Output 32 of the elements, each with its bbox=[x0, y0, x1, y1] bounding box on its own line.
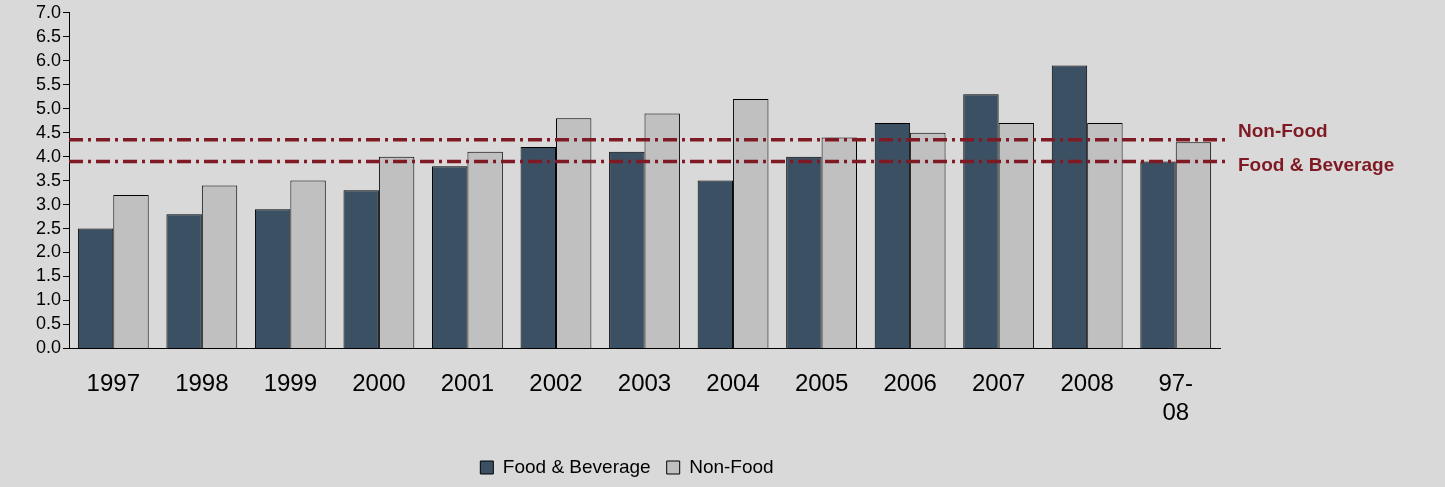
x-tick-label: 1997 bbox=[86, 369, 140, 397]
y-tick-label: 1.5 bbox=[35, 265, 62, 286]
x-tick-label: 2000 bbox=[352, 369, 406, 397]
ref-line-label: Food & Beverage bbox=[1238, 153, 1395, 175]
y-tick-label: 6.0 bbox=[35, 49, 62, 70]
y-tick-label: 4.5 bbox=[35, 121, 62, 142]
y-tick-label: 2.0 bbox=[35, 241, 62, 262]
y-tick-label: 3.5 bbox=[35, 169, 62, 190]
y-tick-label: 3.0 bbox=[35, 193, 62, 214]
x-tick-label: 2005 bbox=[794, 369, 849, 397]
y-tick-label: 6.5 bbox=[35, 25, 62, 46]
x-tick-label: 1999 bbox=[263, 369, 318, 397]
legend-label: Non-Food bbox=[689, 455, 774, 477]
y-tick-label: 5.0 bbox=[35, 97, 62, 118]
x-tick-label: 2007 bbox=[971, 369, 1026, 397]
x-tick-label: 1998 bbox=[175, 369, 229, 397]
x-tick-label: 97- 08 bbox=[1158, 369, 1194, 426]
ref-line-label: Non-Food bbox=[1238, 120, 1328, 142]
y-tick-label: 7.0 bbox=[35, 1, 62, 22]
y-tick-label: 5.5 bbox=[35, 73, 62, 94]
x-tick-label: 2006 bbox=[883, 369, 937, 397]
y-tick-label: 0.5 bbox=[35, 313, 62, 334]
x-tick-label: 2003 bbox=[617, 369, 672, 397]
x-tick-label: 2002 bbox=[529, 369, 583, 397]
y-tick-label: 4.0 bbox=[35, 145, 62, 166]
x-tick-label: 2008 bbox=[1060, 369, 1114, 397]
x-tick-label: 2004 bbox=[706, 369, 760, 397]
legend-label: Food & Beverage bbox=[502, 455, 651, 477]
y-tick-label: 1.0 bbox=[35, 289, 62, 310]
y-tick-label: 2.5 bbox=[35, 217, 62, 238]
x-tick-label: 2001 bbox=[440, 369, 495, 397]
y-tick-label: 0.0 bbox=[35, 337, 62, 358]
